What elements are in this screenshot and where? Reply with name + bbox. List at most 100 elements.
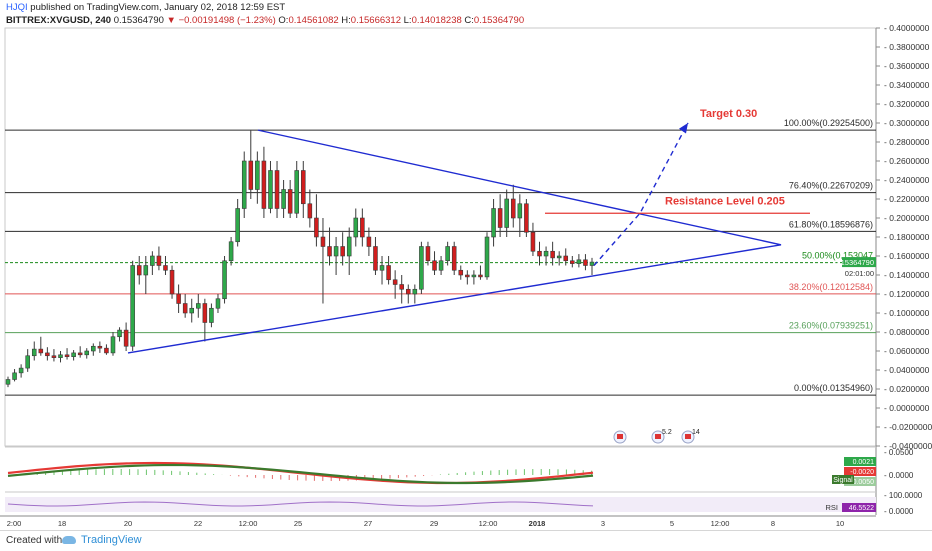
event-flag-icon [651, 430, 665, 444]
event-marker-label: 5.2 [662, 429, 672, 436]
candle-body [58, 354, 63, 358]
tradingview-logo[interactable]: TradingView [62, 534, 142, 546]
candle [458, 265, 464, 280]
candle-body [222, 260, 227, 300]
y-tick-label: - -0.0400000 [884, 441, 932, 451]
candle [130, 260, 135, 351]
x-tick-label: 20 [124, 519, 132, 528]
y-tick-label: - 0.3600000 [884, 61, 930, 71]
y-tick-label: - 0.0200000 [884, 384, 930, 394]
candle-body [478, 274, 483, 278]
candle-body [471, 274, 477, 278]
candle [156, 246, 162, 271]
candle-body [261, 160, 267, 209]
candle [143, 256, 149, 294]
y-tick-label: - 0.0400000 [884, 365, 930, 375]
chart-header: HJQI published on TradingView.com, Janua… [0, 0, 932, 28]
candle-body [379, 265, 385, 271]
rsi-band [5, 497, 876, 512]
candle-body [215, 298, 221, 309]
candle [419, 241, 424, 294]
symbol-label: BITTREX:XVGUSD, 240 [6, 15, 112, 26]
candle-body [209, 307, 214, 323]
y-tick-label: - 0.2600000 [884, 156, 930, 166]
candle [366, 227, 372, 256]
candle [537, 241, 542, 266]
y-tick-label: - 0.2000000 [884, 213, 930, 223]
x-tick-label: 18 [58, 519, 66, 528]
low-label: L: [403, 15, 412, 26]
macd-signal-text: Signal [833, 477, 853, 484]
macd-value-text: -0.0020 [850, 469, 874, 476]
candle-body [570, 260, 575, 264]
candle [294, 161, 299, 218]
candle [241, 151, 247, 218]
candle-body [163, 265, 168, 271]
brand-name: TradingView [81, 534, 142, 546]
candle-body [18, 367, 24, 374]
chart-canvas[interactable]: - 0.4000000 - 0.3800000 - 0.3600000 - 0.340… [0, 0, 932, 530]
candle-body [150, 255, 155, 266]
candle [478, 265, 483, 280]
fib-label: 76.40%(0.22670209) [789, 181, 873, 191]
candle-body [419, 246, 424, 290]
candle-body [156, 255, 162, 266]
last-price-tag-text: 0.15364790 [834, 258, 874, 267]
x-tick-label: 2:00 [7, 519, 22, 528]
candle-body [491, 208, 496, 238]
candle [399, 275, 404, 304]
candle-body [510, 198, 516, 219]
candle-body [235, 208, 240, 243]
candle [550, 241, 555, 266]
fib-label: 23.60%(0.07939251) [789, 321, 873, 331]
candle [176, 284, 181, 313]
rsi-line [7, 501, 594, 507]
candle-body [537, 250, 542, 257]
candle-body [406, 288, 411, 295]
countdown-label: 02:01:00 [845, 269, 874, 278]
author-name[interactable]: HJQI [6, 2, 28, 13]
close-label: C: [464, 15, 474, 26]
candle [261, 146, 267, 218]
candle-body [425, 246, 431, 262]
candle [583, 254, 588, 271]
fib-label: 61.80%(0.18596876) [789, 219, 873, 229]
macd-value-text: -0.0050 [850, 479, 874, 486]
x-tick-label: 12:00 [479, 519, 498, 528]
candle-body [353, 217, 359, 238]
candle-body [5, 379, 11, 385]
target-annotation: Target 0.30 [700, 108, 757, 120]
candle-body [458, 269, 464, 276]
candle-body [346, 236, 352, 257]
candle [255, 151, 260, 204]
candle-body [117, 329, 122, 338]
y-tick-label: - 0.4000000 [884, 23, 930, 33]
rsi-value-tag [842, 503, 876, 512]
candle-body [484, 236, 490, 278]
candle [556, 251, 562, 266]
candle [504, 189, 509, 237]
candle [530, 222, 536, 256]
y-tick-label: - 0.2200000 [884, 194, 930, 204]
candle [491, 199, 496, 247]
candle-body [530, 231, 536, 252]
candle-body [281, 189, 286, 209]
candle-body [110, 336, 116, 354]
candle [360, 208, 365, 247]
candle [524, 199, 529, 237]
candle-body [497, 208, 503, 228]
event-flag-icon [613, 430, 627, 444]
x-tick-label: 29 [430, 519, 438, 528]
rsi-y-label: - 100.0000 [884, 491, 923, 500]
fib-label: 0.00%(0.01354960) [794, 383, 873, 393]
candle-body [45, 352, 50, 357]
candle-body [550, 250, 555, 259]
candle [110, 332, 116, 356]
candle-body [524, 203, 529, 233]
cloud-icon [62, 536, 76, 544]
candle [91, 343, 96, 356]
candle [497, 194, 503, 237]
y-tick-label: - 0.0000000 [884, 403, 930, 413]
candle-body [583, 259, 588, 266]
candle-body [143, 265, 149, 276]
